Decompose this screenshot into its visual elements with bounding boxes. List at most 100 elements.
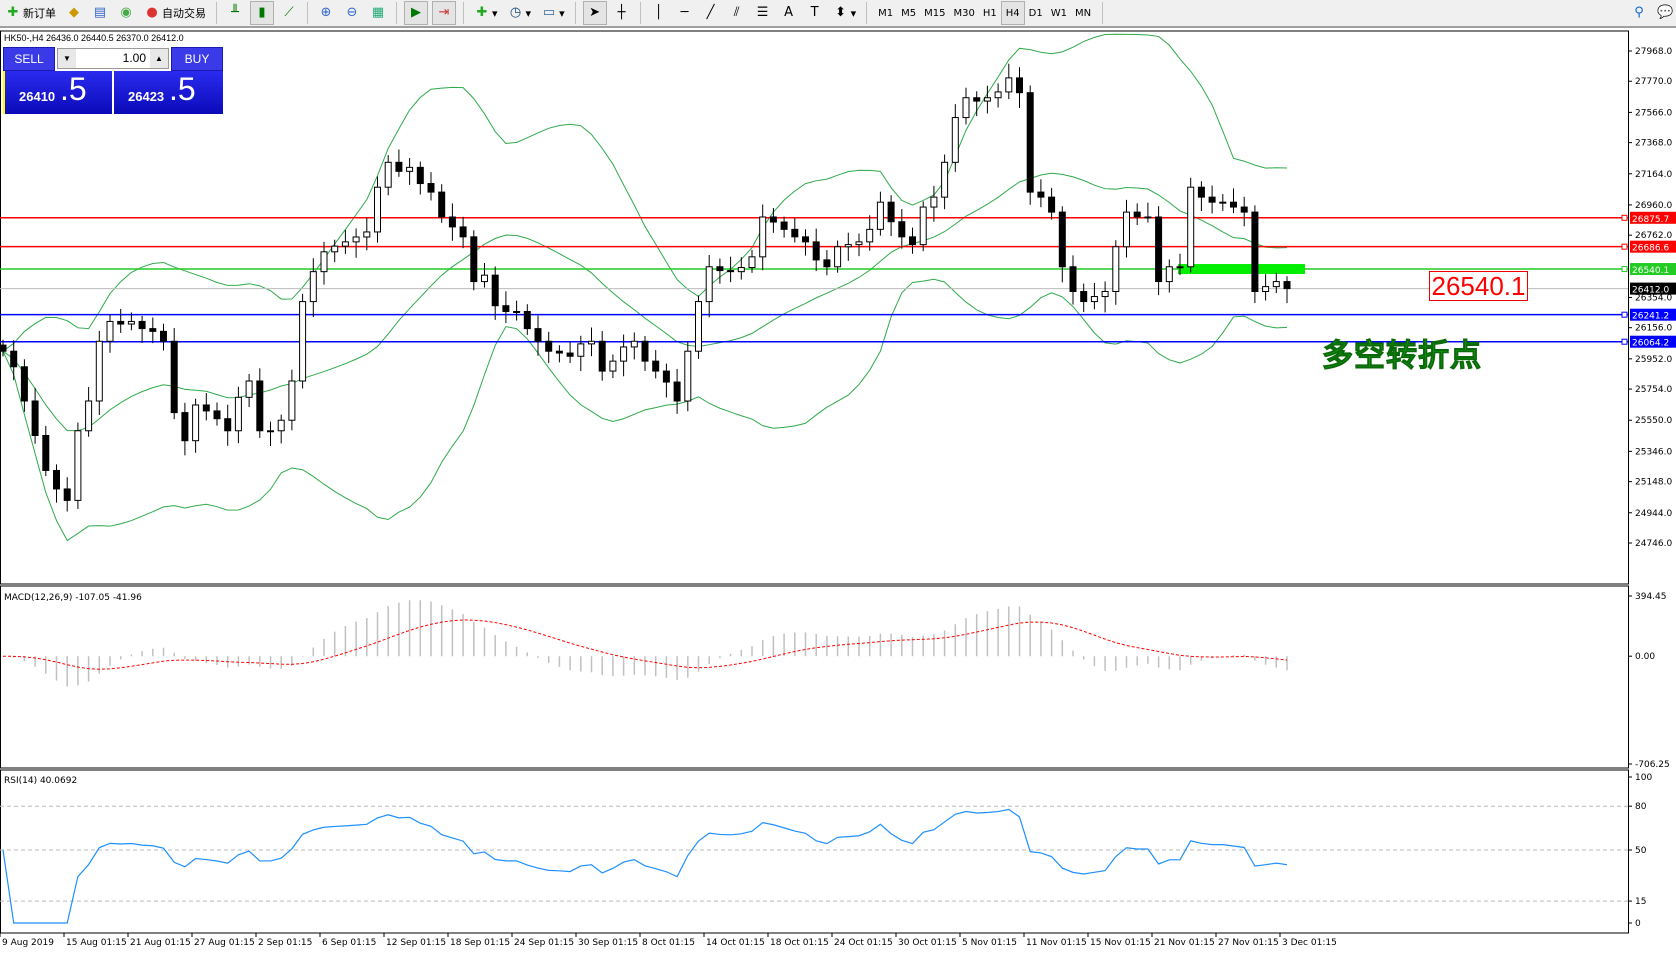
timeframe-m30[interactable]: M30 <box>953 7 975 19</box>
time-tick-label: 11 Nov 01:15 <box>1026 938 1087 948</box>
candle-body <box>641 340 649 362</box>
candle-body <box>1155 216 1163 283</box>
horizontal-line-button[interactable]: ─ <box>674 1 696 25</box>
new-order-button[interactable]: ✚ 新订单 <box>2 1 59 25</box>
candle-body <box>1262 286 1270 293</box>
level-price-label: 26875.7 <box>1632 215 1669 225</box>
candle-body <box>887 201 895 223</box>
price-label-annotation[interactable]: 26540.1 <box>1429 271 1528 301</box>
tile-windows-button[interactable]: ▦ <box>367 1 389 25</box>
candle-body <box>481 274 488 283</box>
sell-price-button[interactable]: 26410 .5 <box>3 71 112 114</box>
candle-body <box>748 256 756 269</box>
candle-body <box>1112 246 1120 293</box>
candle-body <box>844 244 852 248</box>
price-tick-label: 27164.0 <box>1635 170 1672 180</box>
candle-body <box>117 320 125 325</box>
indicators-button[interactable]: ✚ ▾ <box>471 1 501 25</box>
decrease-lot-icon[interactable]: ▼ <box>58 49 76 68</box>
candle-body <box>919 206 927 246</box>
zoom-in-button[interactable]: ⊕ <box>315 1 337 25</box>
macd-tick-label: 0.00 <box>1635 652 1655 662</box>
candle-body <box>74 430 82 501</box>
increase-lot-icon[interactable]: ▲ <box>150 49 168 68</box>
time-tick-label: 24 Sep 01:15 <box>514 938 574 948</box>
candle-body <box>277 419 285 432</box>
candle-body <box>588 340 595 345</box>
macd-frame <box>0 585 1629 769</box>
candle-body <box>823 259 831 268</box>
timeframe-h1[interactable]: H1 <box>982 7 997 19</box>
lot-size-input[interactable]: 1.00 <box>122 51 146 65</box>
chart-area[interactable]: 27968.0 27770.0 27566.0 27368.0 27164.0 26960… <box>0 30 1676 953</box>
price-tick-label: 26960.0 <box>1635 201 1672 211</box>
candle-body <box>416 166 424 185</box>
chat-button[interactable]: 💬 <box>1654 1 1676 25</box>
crosshair-button[interactable]: ┼ <box>611 1 633 25</box>
time-tick-label: 15 Nov 01:15 <box>1090 938 1151 948</box>
candle-body <box>1251 211 1259 293</box>
pivot-text-annotation[interactable]: 多空转折点 <box>1322 338 1482 375</box>
sell-button[interactable]: SELL <box>3 47 55 71</box>
cursor-button[interactable]: ➤ <box>582 1 607 25</box>
candle-body <box>459 226 467 238</box>
gold-icon: ◆ <box>69 5 79 20</box>
time-tick-label: 5 Nov 01:15 <box>962 938 1017 948</box>
time-tick-label: 24 Oct 01:15 <box>834 938 893 948</box>
signals-button[interactable]: ◉ <box>115 1 137 25</box>
timeframe-mn[interactable]: MN <box>1074 7 1092 19</box>
candle-body <box>930 196 938 208</box>
candle-body <box>684 350 692 402</box>
arrows-button[interactable]: ⬍ ▾ <box>830 1 860 25</box>
candle-body <box>502 305 510 313</box>
fibonacci-button[interactable]: ☰ <box>752 1 774 25</box>
candle-body <box>1187 186 1195 268</box>
candle-body <box>20 366 28 402</box>
timeframe-m5[interactable]: M5 <box>901 7 917 19</box>
terminal-button[interactable]: ▤ <box>89 1 111 25</box>
candle-body <box>598 340 606 372</box>
auto-trading-button[interactable]: ● 自动交易 <box>141 1 209 25</box>
timeframe-m1[interactable]: M1 <box>878 7 894 19</box>
chart-shift-button[interactable]: ⇥ <box>432 1 456 25</box>
candle-body <box>555 350 563 354</box>
candlestick-button[interactable]: ▮ <box>250 1 274 25</box>
candle-body <box>1230 201 1237 208</box>
tile-icon: ▦ <box>371 5 385 20</box>
candle-body <box>224 418 232 432</box>
level-price-tag <box>1630 335 1676 348</box>
bar-chart-button[interactable]: ╨ <box>224 1 246 25</box>
buy-button[interactable]: BUY <box>171 47 223 71</box>
trendline-button[interactable]: ╱ <box>700 1 722 25</box>
divider <box>463 2 464 24</box>
channel-button[interactable]: ⫽ <box>726 1 748 25</box>
time-tick-label: 18 Oct 01:15 <box>770 938 829 948</box>
cursor-icon: ➤ <box>589 5 601 20</box>
navigator-button[interactable]: ◆ <box>63 1 85 25</box>
templates-button[interactable]: ▭ ▾ <box>542 5 565 20</box>
zoom-out-button[interactable]: ⊖ <box>341 1 363 25</box>
periods-button[interactable]: ◷ ▾ <box>505 1 535 25</box>
line-chart-button[interactable]: ⟋ <box>278 1 300 25</box>
time-tick-label: 3 Dec 01:15 <box>1282 938 1337 948</box>
autoscroll-button[interactable]: ▶ <box>404 1 428 25</box>
search-button[interactable]: ⚲ <box>1628 1 1650 25</box>
candle-body <box>1048 196 1056 213</box>
timeframe-w1[interactable]: W1 <box>1050 7 1067 19</box>
candle-body <box>363 231 371 238</box>
buy-price-button[interactable]: 26423 .5 <box>114 71 223 114</box>
candle-body <box>673 381 681 402</box>
candle-body <box>53 469 60 490</box>
text-button[interactable]: A <box>778 1 800 25</box>
horizontal-line-icon: ─ <box>680 5 689 20</box>
timeframe-d1[interactable]: D1 <box>1028 7 1043 19</box>
macd-tick-label: -706.25 <box>1635 760 1670 770</box>
vertical-line-icon: │ <box>654 5 663 20</box>
timeframe-m15[interactable]: M15 <box>924 7 946 19</box>
vertical-line-button[interactable]: │ <box>648 1 670 25</box>
text-label-button[interactable]: T <box>804 1 826 25</box>
lot-size-stepper[interactable]: ▼ 1.00 ▲ <box>57 48 169 69</box>
timeframe-h4[interactable]: H4 <box>1000 1 1025 25</box>
candle-body <box>395 161 403 172</box>
candle-body <box>127 320 135 325</box>
